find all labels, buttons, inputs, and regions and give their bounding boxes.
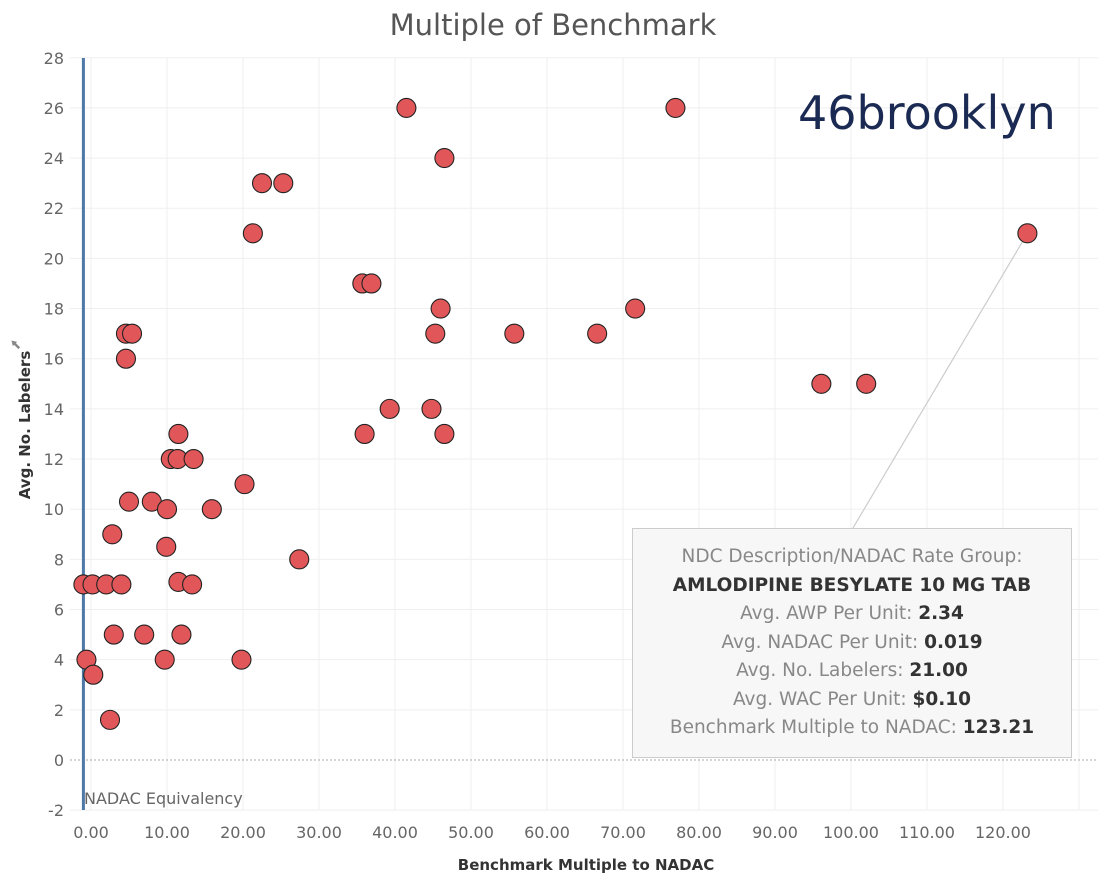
x-tick-label: 50.00 bbox=[448, 823, 494, 842]
y-tick-label: 20 bbox=[44, 249, 64, 268]
y-tick-label: 10 bbox=[44, 500, 64, 519]
x-tick-label: 0.00 bbox=[73, 823, 109, 842]
tooltip-field-value: 0.019 bbox=[924, 631, 983, 653]
y-tick-label: 8 bbox=[54, 550, 64, 569]
tooltip-field-label: Avg. WAC Per Unit: bbox=[732, 688, 913, 710]
data-point bbox=[665, 97, 686, 118]
tooltip-field: Avg. No. Labelers: 21.00 bbox=[633, 657, 1071, 686]
data-point bbox=[154, 649, 175, 670]
data-point bbox=[231, 649, 252, 670]
x-tick-label: 120.00 bbox=[975, 823, 1031, 842]
y-tick-label: 4 bbox=[54, 651, 64, 670]
data-point bbox=[156, 536, 177, 557]
data-point bbox=[156, 499, 178, 520]
y-tick-label: 28 bbox=[44, 49, 64, 68]
brand-logo: 46brooklyn bbox=[798, 86, 1056, 140]
data-point bbox=[251, 173, 273, 194]
y-tick-label: 14 bbox=[44, 400, 64, 419]
data-point bbox=[121, 323, 143, 344]
data-point bbox=[434, 423, 455, 445]
data-point bbox=[1017, 223, 1038, 244]
y-tick-label: 24 bbox=[44, 149, 64, 168]
tooltip-leader-line bbox=[852, 233, 1028, 529]
data-point bbox=[103, 624, 124, 645]
data-point bbox=[118, 491, 140, 512]
x-tick-label: 80.00 bbox=[676, 823, 722, 842]
tooltip-field-label: Benchmark Multiple to NADAC: bbox=[669, 717, 963, 738]
data-points bbox=[73, 97, 1038, 730]
data-point bbox=[171, 624, 192, 645]
tooltip-field-value: 2.34 bbox=[918, 603, 964, 624]
data-point bbox=[242, 223, 263, 244]
data-point bbox=[111, 574, 132, 595]
tooltip: NDC Description/NADAC Rate Group: AMLODI… bbox=[632, 528, 1072, 758]
axes bbox=[70, 58, 1098, 810]
data-point bbox=[421, 398, 442, 419]
reference-line-label: NADAC Equivalency bbox=[84, 789, 243, 808]
y-tick-label: -2 bbox=[48, 801, 64, 820]
tooltip-field-label: Avg. No. Labelers: bbox=[736, 660, 910, 681]
data-point bbox=[434, 148, 455, 169]
data-point bbox=[115, 348, 137, 369]
chart-title: Multiple of Benchmark bbox=[389, 8, 717, 42]
data-point bbox=[83, 664, 104, 685]
tooltip-header: NDC Description/NADAC Rate Group: bbox=[681, 546, 1023, 567]
data-point bbox=[587, 323, 608, 344]
tooltip-field-value: 123.21 bbox=[962, 717, 1035, 738]
tooltip-field: Avg. WAC Per Unit: $0.10 bbox=[633, 686, 1071, 715]
tooltip-field: Avg. AWP Per Unit: 2.34 bbox=[633, 600, 1071, 629]
y-tick-label: 12 bbox=[44, 450, 64, 469]
data-point bbox=[504, 323, 525, 344]
tooltip-field-value: 21.00 bbox=[909, 660, 968, 681]
data-point bbox=[396, 97, 417, 118]
x-tick-label: 60.00 bbox=[524, 823, 570, 842]
y-tick-label: 26 bbox=[44, 99, 64, 118]
data-point bbox=[234, 474, 255, 495]
pin-icon bbox=[11, 340, 21, 350]
data-point bbox=[201, 499, 222, 520]
data-point bbox=[183, 448, 204, 470]
x-tick-label: 90.00 bbox=[752, 823, 798, 842]
x-tick-label: 40.00 bbox=[372, 823, 418, 842]
data-point bbox=[425, 323, 446, 344]
y-tick-label: 22 bbox=[44, 199, 64, 218]
y-tick-label: 0 bbox=[54, 751, 64, 770]
tooltip-field-label: Avg. AWP Per Unit: bbox=[740, 603, 919, 624]
tooltip-field: Benchmark Multiple to NADAC: 123.21 bbox=[633, 714, 1071, 743]
x-tick-label: 30.00 bbox=[296, 823, 342, 842]
data-point bbox=[102, 524, 123, 545]
data-point bbox=[379, 398, 400, 419]
data-point bbox=[99, 709, 121, 730]
y-tick-label: 2 bbox=[54, 701, 64, 720]
y-tick-label: 6 bbox=[54, 601, 64, 620]
y-tick-label: 16 bbox=[44, 350, 64, 369]
data-point bbox=[182, 574, 203, 595]
data-point bbox=[811, 373, 832, 394]
tooltip-fields: Avg. AWP Per Unit: 2.34 Avg. NADAC Per Un… bbox=[633, 600, 1071, 743]
data-point bbox=[289, 549, 310, 570]
data-point bbox=[354, 423, 375, 445]
y-tick-label: 18 bbox=[44, 300, 64, 319]
data-point bbox=[856, 373, 877, 394]
tooltip-description: AMLODIPINE BESYLATE 10 MG TAB bbox=[672, 574, 1032, 596]
y-axis-title: Avg. No. Labelers bbox=[16, 351, 34, 500]
tooltip-field: Avg. NADAC Per Unit: 0.019 bbox=[633, 629, 1071, 658]
data-point bbox=[134, 624, 155, 645]
data-point bbox=[168, 423, 189, 445]
tooltip-field-value: $0.10 bbox=[912, 688, 972, 710]
data-point bbox=[625, 298, 646, 319]
tooltip-field-label: Avg. NADAC Per Unit: bbox=[721, 631, 925, 653]
tooltip-leader bbox=[852, 233, 1028, 529]
x-axis-title: Benchmark Multiple to NADAC bbox=[458, 856, 714, 874]
x-tick-label: 10.00 bbox=[144, 823, 190, 842]
data-point bbox=[430, 298, 451, 319]
data-point bbox=[361, 273, 382, 294]
x-tick-label: 20.00 bbox=[220, 823, 266, 842]
x-tick-label: 70.00 bbox=[600, 823, 646, 842]
data-point bbox=[273, 173, 294, 194]
x-tick-label: 110.00 bbox=[899, 823, 955, 842]
x-tick-label: 100.00 bbox=[823, 823, 879, 842]
